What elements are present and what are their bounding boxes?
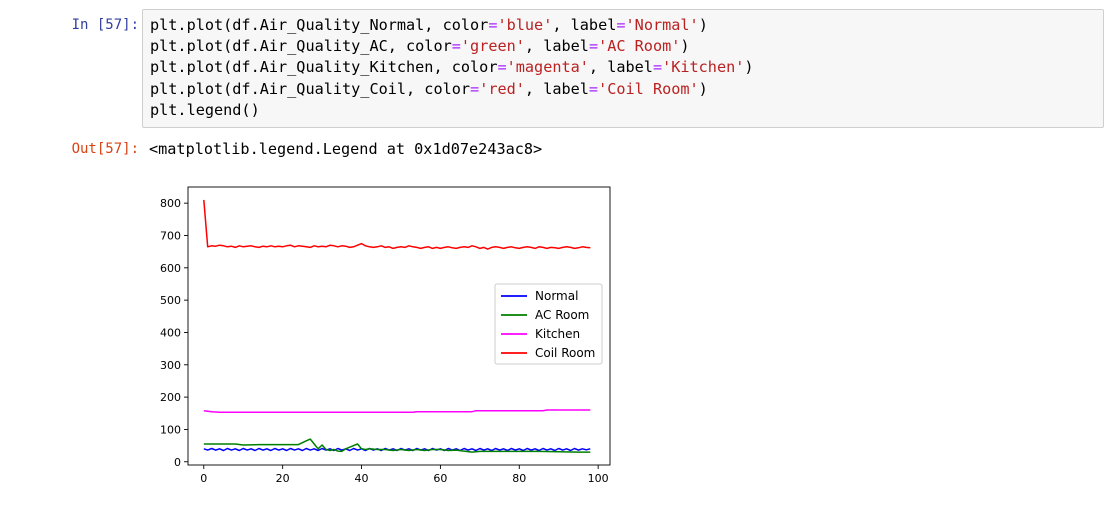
code-string-token: 'red'	[479, 79, 525, 98]
x-tick-label: 80	[512, 472, 526, 485]
input-prompt: In [57]:	[71, 17, 139, 33]
code-line: plt.legend()	[150, 101, 260, 119]
code-editor[interactable]: plt.plot(df.Air_Quality_Normal, color='b…	[150, 15, 754, 121]
y-tick-label: 800	[160, 197, 181, 210]
code-line: plt.plot(df.Air_Quality_Normal, color='b…	[150, 16, 708, 34]
code-token: )	[744, 58, 754, 77]
code-input-area[interactable]: plt.plot(df.Air_Quality_Normal, color='b…	[142, 9, 1104, 128]
chart-svg: 0 20 40 60 80 100 0 100 200 300 400 500 600 700 800 Nor…	[160, 186, 611, 485]
y-tick-label: 300	[160, 359, 181, 372]
code-operator-token: =	[488, 16, 498, 34]
code-operator-token: =	[451, 37, 461, 56]
code-token: , label	[552, 16, 617, 34]
legend-box	[494, 283, 603, 365]
code-token: plt.plot(df.Air_Quality_Coil, color	[150, 79, 471, 98]
x-tick-label: 0	[200, 472, 207, 485]
code-string-token: 'AC Room'	[598, 37, 681, 56]
code-token: )	[680, 37, 690, 56]
code-line: plt.plot(df.Air_Quality_Coil, color='red…	[150, 80, 708, 98]
code-token: )	[698, 16, 708, 34]
code-operator-token: =	[470, 79, 480, 98]
code-operator-token: =	[588, 79, 599, 98]
code-token: plt.plot(df.Air_Quality_AC, color	[150, 37, 452, 56]
code-token: plt.plot(df.Air_Quality_Kitchen, color	[150, 58, 498, 77]
code-token: , label	[588, 58, 653, 77]
y-tick-label: 400	[160, 326, 181, 339]
code-token: plt.legend()	[150, 100, 260, 119]
x-tick-label: 20	[276, 472, 290, 485]
y-tick-label: 500	[160, 294, 181, 307]
code-token: , label	[524, 79, 589, 98]
code-string-token: 'Coil Room'	[598, 79, 699, 98]
y-tick-label: 0	[174, 456, 181, 469]
code-line: plt.plot(df.Air_Quality_Kitchen, color='…	[150, 58, 754, 76]
line-chart: 0 20 40 60 80 100 0 100 200 300 400 500 600 700 800 Nor…	[140, 180, 620, 485]
code-operator-token: =	[616, 16, 626, 34]
legend-label: AC Room	[535, 308, 589, 322]
code-string-token: 'magenta'	[506, 58, 589, 77]
code-operator-token: =	[652, 58, 663, 77]
code-token: plt.plot(df.Air_Quality_Normal, color	[150, 16, 489, 34]
code-token: )	[698, 79, 708, 98]
y-tick-label: 100	[160, 423, 181, 436]
y-tick-label: 200	[160, 391, 181, 404]
legend-label: Normal	[535, 289, 578, 303]
code-string-token: 'blue'	[497, 16, 553, 34]
code-operator-token: =	[497, 58, 507, 77]
series-line-kitchen	[203, 409, 591, 414]
x-tick-label: 60	[433, 472, 447, 485]
legend-label: Kitchen	[535, 327, 580, 341]
code-string-token: 'green'	[460, 37, 525, 56]
code-string-token: 'Normal'	[625, 16, 699, 34]
output-text: <matplotlib.legend.Legend at 0x1d07e243a…	[149, 140, 543, 158]
code-token: , label	[524, 37, 589, 56]
code-string-token: 'Kitchen'	[662, 58, 745, 77]
series-line-ac-room	[203, 438, 591, 453]
x-tick-label: 100	[588, 472, 609, 485]
output-prompt: Out[57]:	[71, 141, 139, 157]
y-tick-label: 700	[160, 229, 181, 242]
legend-label: Coil Room	[535, 346, 595, 360]
code-line: plt.plot(df.Air_Quality_AC, color='green…	[150, 37, 690, 55]
y-tick-label: 600	[160, 262, 181, 275]
series-line-coil-room	[203, 199, 591, 250]
x-tick-label: 40	[355, 472, 369, 485]
code-operator-token: =	[588, 37, 599, 56]
